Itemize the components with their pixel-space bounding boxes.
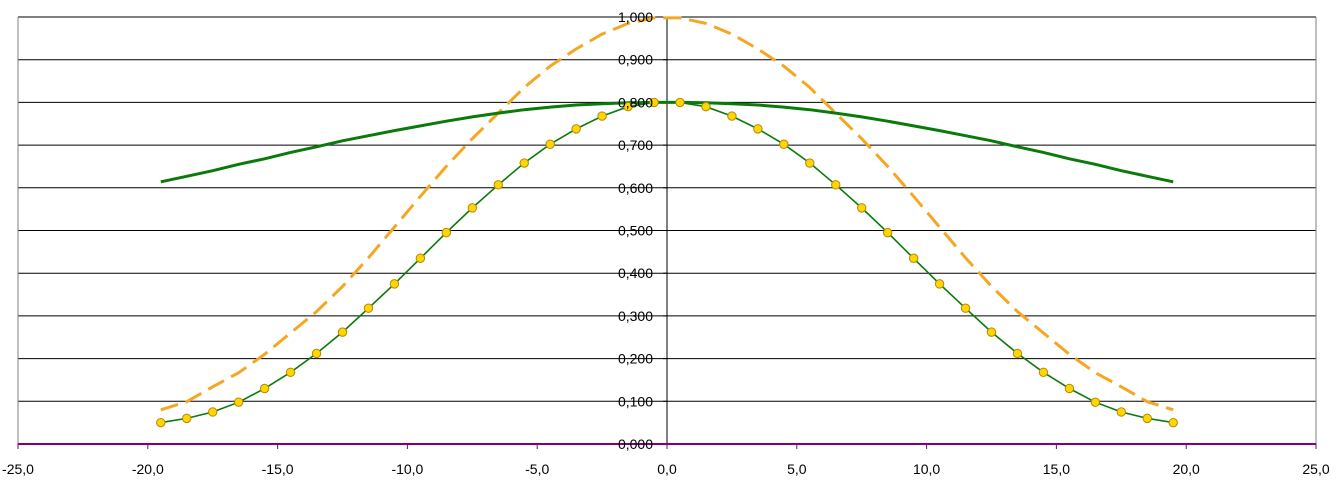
- x-tick-label: -15,0: [262, 461, 294, 477]
- series-line-2: [160, 101, 1174, 424]
- y-tick-labels: 0,000 0,100 0,200 0,300 0,400 0,500 0,600 0,700…: [618, 9, 653, 452]
- data-point: [285, 367, 296, 377]
- data-point: [233, 397, 244, 407]
- data-point: [597, 111, 607, 121]
- y-tick-label: 0,400: [618, 265, 653, 281]
- data-point: [208, 407, 218, 417]
- y-tick-label: 0,500: [618, 223, 653, 239]
- data-point: [934, 279, 945, 289]
- data-point: [337, 327, 348, 337]
- data-point: [1168, 417, 1178, 428]
- x-tick-label: -5,0: [525, 461, 549, 477]
- x-tick-label: 10,0: [913, 461, 940, 477]
- data-point: [1116, 407, 1127, 417]
- y-tick-label: 0,800: [618, 94, 653, 110]
- data-point: [389, 279, 400, 289]
- series-line-0: [160, 16, 1174, 412]
- y-tick-label: 0,900: [618, 52, 653, 68]
- x-tick-label: -25,0: [2, 461, 34, 477]
- x-tick-label: 15,0: [1043, 461, 1070, 477]
- data-point: [1090, 397, 1101, 407]
- data-point: [882, 227, 893, 238]
- x-tick-label: 5,0: [787, 461, 807, 477]
- x-tick-labels: -25,0 -20,0 -15,0 -10,0 -5,0 0,0 5,0 10,0 15,0 20…: [2, 461, 1330, 477]
- data-point: [571, 124, 581, 134]
- data-point: [908, 253, 919, 263]
- x-tick-label: 0,0: [657, 461, 677, 477]
- y-tick-label: 0,600: [618, 180, 653, 196]
- data-point: [1012, 348, 1023, 359]
- y-tick-label: 1,000: [618, 9, 653, 25]
- data-point: [805, 158, 815, 168]
- data-point: [1064, 383, 1075, 394]
- data-point: [960, 303, 971, 313]
- data-point: [363, 303, 374, 313]
- y-tick-label: 0,300: [618, 308, 653, 324]
- y-tick-label: 0,200: [618, 351, 653, 367]
- data-point: [182, 413, 192, 424]
- data-point: [519, 158, 529, 168]
- data-point: [1142, 413, 1152, 424]
- data-point: [1038, 367, 1049, 377]
- y-tick-label: 0,100: [618, 393, 653, 409]
- data-point: [779, 139, 789, 149]
- data-point: [441, 227, 452, 238]
- data-point: [701, 101, 711, 112]
- data-point: [493, 180, 503, 190]
- data-point: [259, 383, 270, 394]
- x-tick-label: -10,0: [391, 461, 423, 477]
- data-point: [156, 417, 166, 428]
- data-point: [675, 97, 685, 108]
- data-point: [649, 97, 659, 108]
- x-tick-label: 25,0: [1302, 461, 1329, 477]
- data-point: [623, 101, 633, 112]
- axes: [17, 16, 1317, 449]
- x-tick-label: -20,0: [132, 461, 164, 477]
- data-point: [753, 124, 763, 134]
- data-point: [311, 348, 322, 359]
- data-point: [467, 203, 477, 213]
- data-point: [857, 203, 867, 213]
- data-point: [415, 253, 426, 263]
- data-point: [545, 139, 555, 149]
- data-point: [727, 111, 737, 121]
- x-tick-label: 20,0: [1173, 461, 1200, 477]
- series: [156, 16, 1178, 428]
- data-point: [831, 180, 841, 190]
- y-tick-label: 0,000: [618, 436, 653, 452]
- y-tick-label: 0,700: [618, 137, 653, 153]
- data-point: [986, 327, 997, 337]
